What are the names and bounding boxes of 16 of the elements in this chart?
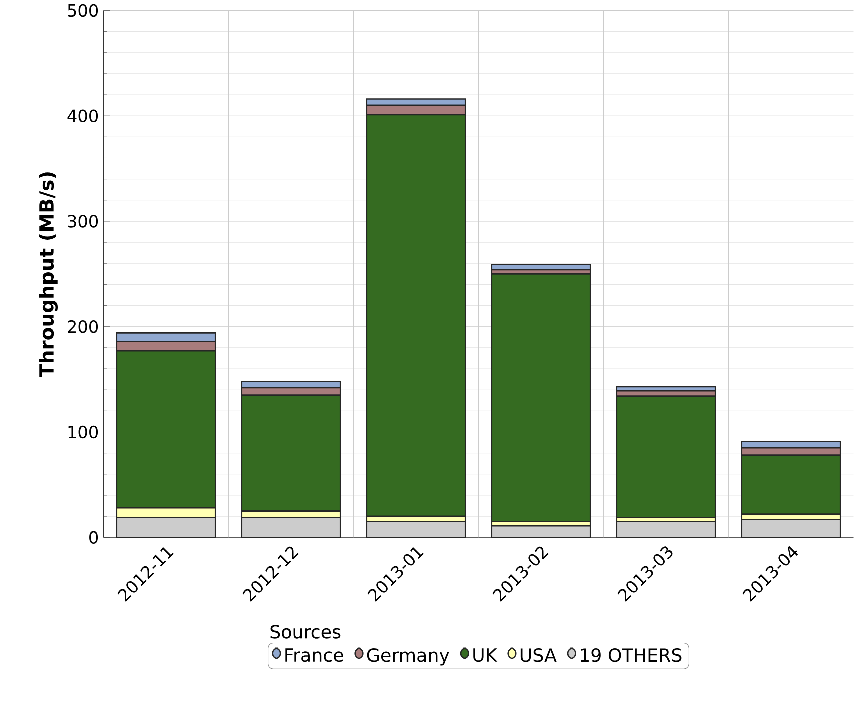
bar (491, 273, 592, 522)
bar (491, 525, 592, 538)
y-tick-label: 100 (68, 426, 98, 438)
y-tick-label: 200 (68, 320, 98, 334)
legend-label: Germany (367, 648, 450, 666)
y-tick-label: 0 (90, 531, 98, 544)
bar (616, 521, 716, 538)
y-tick-label: 300 (68, 214, 98, 228)
legend-title: Sources (270, 624, 341, 639)
y-axis-title: Throughput (MB/s) (39, 172, 58, 378)
y-tick-label: 400 (68, 110, 98, 122)
legend-label: 19 OTHERS (581, 648, 682, 662)
legend-label: UK (474, 648, 498, 662)
y-tick-label: 500 (68, 4, 98, 17)
legend-label: USA (520, 648, 557, 662)
legend-label: France (286, 648, 344, 662)
